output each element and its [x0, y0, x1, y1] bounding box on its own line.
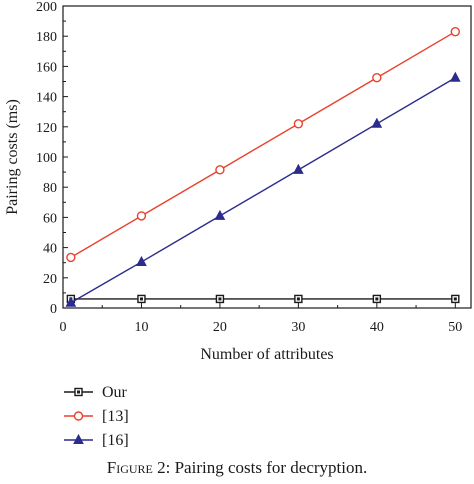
- x-tick-label: 40: [370, 320, 384, 335]
- data-point: [214, 209, 226, 220]
- series-layer: [65, 26, 461, 307]
- data-point: [293, 119, 304, 129]
- y-tick-label: 40: [43, 242, 57, 257]
- plot-border: [62, 5, 472, 309]
- legend-item: [16]: [64, 432, 129, 449]
- data-point: [371, 117, 383, 128]
- legend-label: [16]: [102, 432, 129, 449]
- legend: Our [13] [16]: [64, 384, 129, 449]
- x-tick-label: 0: [60, 320, 67, 335]
- caption-text: Pairing costs for decryption.: [170, 458, 368, 477]
- data-point-dot: [218, 297, 222, 301]
- y-tick-label: 100: [36, 151, 57, 166]
- legend-marker-dot: [77, 390, 80, 394]
- data-point: [136, 211, 147, 221]
- data-point-dot: [375, 297, 379, 301]
- x-tick-label: 50: [448, 320, 462, 335]
- legend-marker: [73, 433, 84, 444]
- series-line: [70, 31, 456, 259]
- y-tick-label: 140: [36, 91, 57, 106]
- x-axis-ticks: 0 10 20 30 40 50: [60, 303, 462, 335]
- data-point: [372, 73, 382, 83]
- x-tick-label: 30: [291, 320, 305, 335]
- caption-prefix: Figure 2:: [106, 458, 171, 477]
- series-line: [70, 77, 456, 304]
- data-point: [215, 165, 225, 175]
- series-1: [66, 294, 460, 304]
- y-tick-label: 200: [36, 0, 57, 15]
- x-tick-label: 10: [134, 320, 148, 335]
- x-tick-label: 20: [213, 320, 227, 335]
- legend-label: Our: [102, 384, 128, 401]
- data-point: [293, 163, 304, 174]
- data-point: [136, 255, 147, 266]
- series-3: [65, 71, 461, 307]
- plot-frame: [62, 5, 472, 309]
- y-tick-label: 180: [36, 30, 57, 45]
- data-point: [66, 252, 76, 263]
- legend-item: Our: [64, 384, 128, 401]
- y-tick-label: 80: [43, 181, 57, 196]
- data-point: [450, 26, 461, 37]
- data-point-dot: [139, 297, 143, 301]
- x-axis-title: Number of attributes: [200, 346, 333, 363]
- series-2: [66, 26, 461, 263]
- y-tick-label: 20: [43, 272, 57, 287]
- data-point: [65, 296, 77, 307]
- y-tick-label: 120: [36, 121, 57, 136]
- legend-label: [13]: [102, 408, 129, 425]
- figure-caption: Figure 2: Pairing costs for decryption.: [0, 458, 474, 478]
- legend-marker: [73, 411, 84, 421]
- legend-item: [13]: [64, 408, 129, 425]
- data-point: [449, 71, 461, 82]
- y-tick-label: 60: [43, 211, 57, 226]
- y-axis-ticks: 0 20 40 60 80 100 120 140 160 180 200: [36, 0, 68, 317]
- data-point-dot: [296, 297, 300, 301]
- data-point-dot: [453, 297, 457, 301]
- y-axis-title: Pairing costs (ms): [4, 99, 21, 215]
- y-tick-label: 160: [36, 60, 57, 75]
- y-tick-label: 0: [50, 302, 57, 317]
